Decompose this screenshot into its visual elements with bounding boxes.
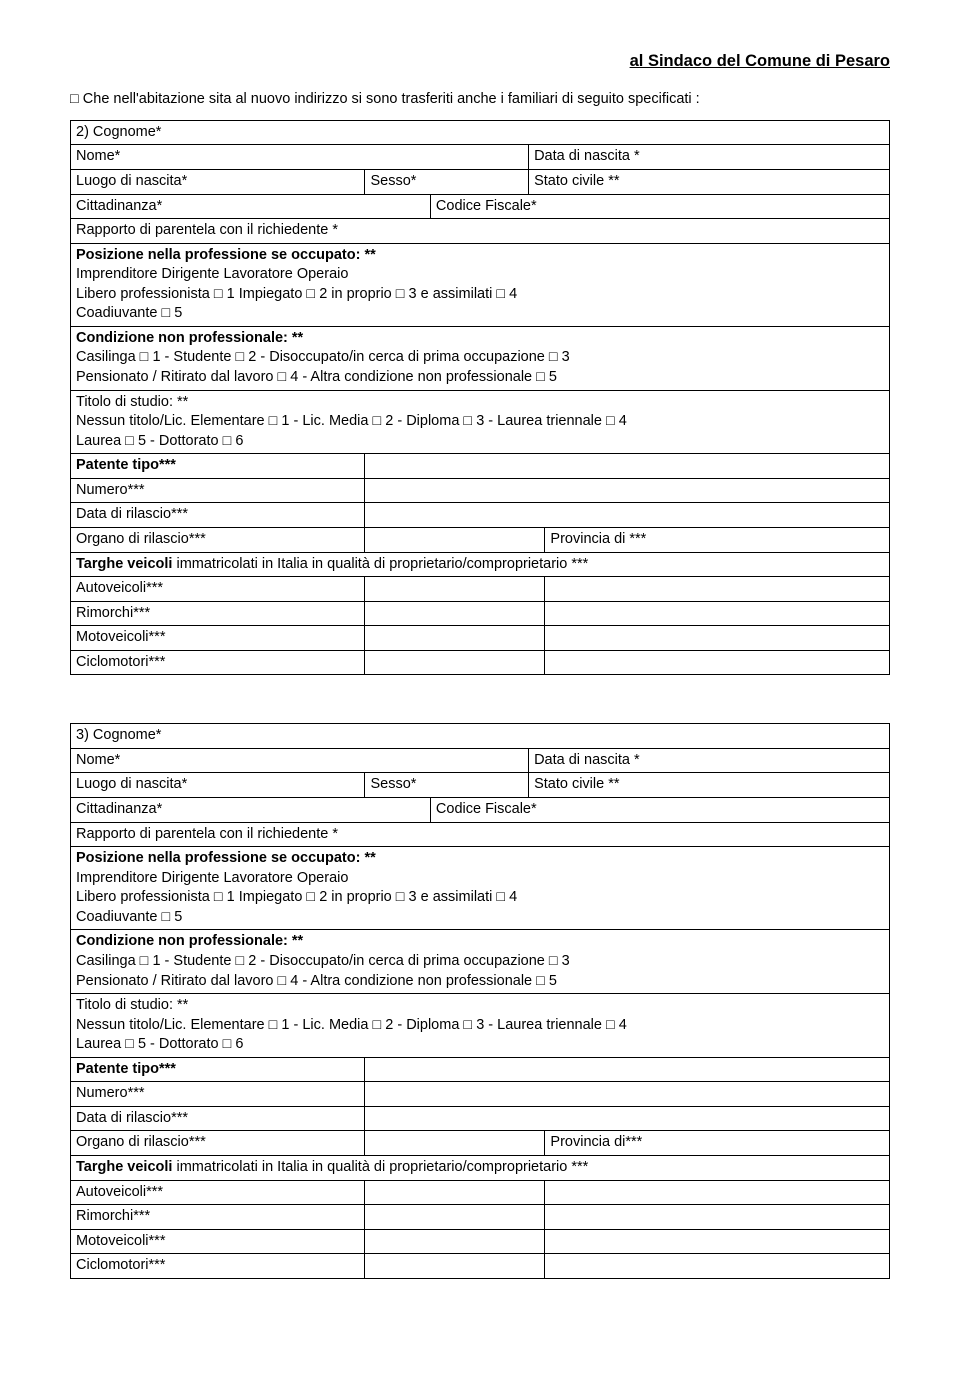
ciclomotori-label: Ciclomotori***	[71, 1254, 365, 1278]
autoveicoli-field-2[interactable]	[545, 1181, 889, 1205]
organo-field[interactable]	[365, 528, 545, 552]
condizione-section: Condizione non professionale: ** Casilin…	[71, 327, 889, 390]
condizione-line2: Pensionato / Ritirato dal lavoro □ 4 - A…	[76, 972, 884, 992]
titolo-line1: Nessun titolo/Lic. Elementare □ 1 - Lic.…	[76, 1016, 884, 1036]
posizione-title: Posizione nella professione se occupato:…	[76, 246, 884, 266]
rimorchi-field-2[interactable]	[545, 1205, 889, 1229]
posizione-section: Posizione nella professione se occupato:…	[71, 847, 889, 929]
stato-civile-label: Stato civile **	[529, 773, 889, 797]
sesso-label: Sesso*	[365, 773, 529, 797]
motoveicoli-field-2[interactable]	[545, 1230, 889, 1254]
autoveicoli-field-2[interactable]	[545, 577, 889, 601]
posizione-section: Posizione nella professione se occupato:…	[71, 244, 889, 326]
data-nascita-label: Data di nascita *	[529, 145, 889, 169]
posizione-title: Posizione nella professione se occupato:…	[76, 849, 884, 869]
luogo-nascita-label: Luogo di nascita*	[71, 773, 365, 797]
rimorchi-field-2[interactable]	[545, 602, 889, 626]
rimorchi-field-1[interactable]	[365, 1205, 545, 1229]
posizione-line2: Libero professionista □ 1 Impiegato □ 2 …	[76, 285, 884, 305]
provincia-label: Provincia di***	[545, 1131, 889, 1155]
cognome-label: 3) Cognome*	[71, 724, 889, 748]
organo-field[interactable]	[365, 1131, 545, 1155]
posizione-line1: Imprenditore Dirigente Lavoratore Operai…	[76, 265, 884, 285]
posizione-line3: Coadiuvante □ 5	[76, 304, 884, 324]
organo-label: Organo di rilascio***	[71, 1131, 365, 1155]
titolo-title: Titolo di studio: **	[76, 996, 884, 1016]
intro-label: Che nell'abitazione sita al nuovo indiri…	[79, 91, 700, 107]
provincia-label: Provincia di ***	[545, 528, 889, 552]
organo-label: Organo di rilascio***	[71, 528, 365, 552]
data-nascita-label: Data di nascita *	[529, 749, 889, 773]
rapporto-label: Rapporto di parentela con il richiedente…	[71, 219, 889, 243]
posizione-line3: Coadiuvante □ 5	[76, 908, 884, 928]
ciclomotori-field-2[interactable]	[545, 1254, 889, 1278]
data-rilascio-label: Data di rilascio***	[71, 503, 365, 527]
rimorchi-label: Rimorchi***	[71, 1205, 365, 1229]
condizione-title: Condizione non professionale: **	[76, 329, 884, 349]
numero-label: Numero***	[71, 479, 365, 503]
ciclomotori-field-2[interactable]	[545, 651, 889, 675]
luogo-nascita-label: Luogo di nascita*	[71, 170, 365, 194]
data-rilascio-label: Data di rilascio***	[71, 1107, 365, 1131]
codice-fiscale-label: Codice Fiscale*	[431, 195, 889, 219]
titolo-line2: Laurea □ 5 - Dottorato □ 6	[76, 1035, 884, 1055]
autoveicoli-label: Autoveicoli***	[71, 1181, 365, 1205]
rapporto-label: Rapporto di parentela con il richiedente…	[71, 823, 889, 847]
posizione-line2: Libero professionista □ 1 Impiegato □ 2 …	[76, 888, 884, 908]
titolo-section: Titolo di studio: ** Nessun titolo/Lic. …	[71, 994, 889, 1057]
stato-civile-label: Stato civile **	[529, 170, 889, 194]
rimorchi-label: Rimorchi***	[71, 602, 365, 626]
ciclomotori-field-1[interactable]	[365, 1254, 545, 1278]
patente-label: Patente tipo***	[71, 454, 365, 478]
condizione-line2: Pensionato / Ritirato dal lavoro □ 4 - A…	[76, 368, 884, 388]
ciclomotori-label: Ciclomotori***	[71, 651, 365, 675]
nome-label: Nome*	[71, 749, 529, 773]
ciclomotori-field-1[interactable]	[365, 651, 545, 675]
posizione-line1: Imprenditore Dirigente Lavoratore Operai…	[76, 869, 884, 889]
autoveicoli-field-1[interactable]	[365, 577, 545, 601]
titolo-section: Titolo di studio: ** Nessun titolo/Lic. …	[71, 391, 889, 454]
nome-label: Nome*	[71, 145, 529, 169]
condizione-line1: Casilinga □ 1 - Studente □ 2 - Disoccupa…	[76, 952, 884, 972]
cognome-label: 2) Cognome*	[71, 121, 889, 145]
cittadinanza-label: Cittadinanza*	[71, 798, 431, 822]
motoveicoli-label: Motoveicoli***	[71, 1230, 365, 1254]
patente-label: Patente tipo***	[71, 1058, 365, 1082]
motoveicoli-label: Motoveicoli***	[71, 626, 365, 650]
page-title: al Sindaco del Comune di Pesaro	[70, 50, 890, 72]
checkbox-icon: □	[70, 91, 79, 107]
condizione-line1: Casilinga □ 1 - Studente □ 2 - Disoccupa…	[76, 348, 884, 368]
targhe-line: Targhe veicoli immatricolati in Italia i…	[71, 553, 889, 577]
intro-text: □ Che nell'abitazione sita al nuovo indi…	[70, 90, 890, 110]
patente-field[interactable]	[365, 1058, 889, 1082]
titolo-line1: Nessun titolo/Lic. Elementare □ 1 - Lic.…	[76, 412, 884, 432]
rimorchi-field-1[interactable]	[365, 602, 545, 626]
patente-field[interactable]	[365, 454, 889, 478]
data-rilascio-field[interactable]	[365, 1107, 889, 1131]
numero-field[interactable]	[365, 1082, 889, 1106]
autoveicoli-field-1[interactable]	[365, 1181, 545, 1205]
condizione-title: Condizione non professionale: **	[76, 932, 884, 952]
titolo-title: Titolo di studio: **	[76, 393, 884, 413]
data-rilascio-field[interactable]	[365, 503, 889, 527]
numero-field[interactable]	[365, 479, 889, 503]
codice-fiscale-label: Codice Fiscale*	[431, 798, 889, 822]
numero-label: Numero***	[71, 1082, 365, 1106]
motoveicoli-field-1[interactable]	[365, 626, 545, 650]
cittadinanza-label: Cittadinanza*	[71, 195, 431, 219]
autoveicoli-label: Autoveicoli***	[71, 577, 365, 601]
titolo-line2: Laurea □ 5 - Dottorato □ 6	[76, 432, 884, 452]
family-block-2: 2) Cognome* Nome* Data di nascita * Luog…	[70, 120, 890, 676]
family-block-3: 3) Cognome* Nome* Data di nascita * Luog…	[70, 723, 890, 1279]
motoveicoli-field-2[interactable]	[545, 626, 889, 650]
motoveicoli-field-1[interactable]	[365, 1230, 545, 1254]
targhe-line: Targhe veicoli immatricolati in Italia i…	[71, 1156, 889, 1180]
condizione-section: Condizione non professionale: ** Casilin…	[71, 930, 889, 993]
sesso-label: Sesso*	[365, 170, 529, 194]
